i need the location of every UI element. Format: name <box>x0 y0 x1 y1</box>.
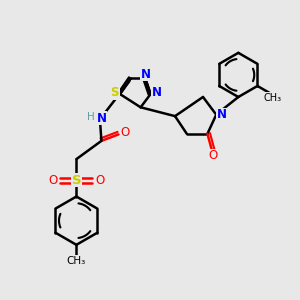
Text: O: O <box>209 149 218 162</box>
Text: N: N <box>141 68 151 80</box>
Text: O: O <box>48 174 58 187</box>
Text: H: H <box>87 112 94 122</box>
Text: N: N <box>96 112 106 125</box>
Text: S: S <box>110 86 119 99</box>
Text: CH₃: CH₃ <box>67 256 86 266</box>
Text: N: N <box>152 86 162 99</box>
Text: CH₃: CH₃ <box>263 93 282 103</box>
Text: S: S <box>72 174 81 187</box>
Text: O: O <box>95 174 105 187</box>
Text: N: N <box>217 108 226 121</box>
Text: O: O <box>120 125 130 139</box>
